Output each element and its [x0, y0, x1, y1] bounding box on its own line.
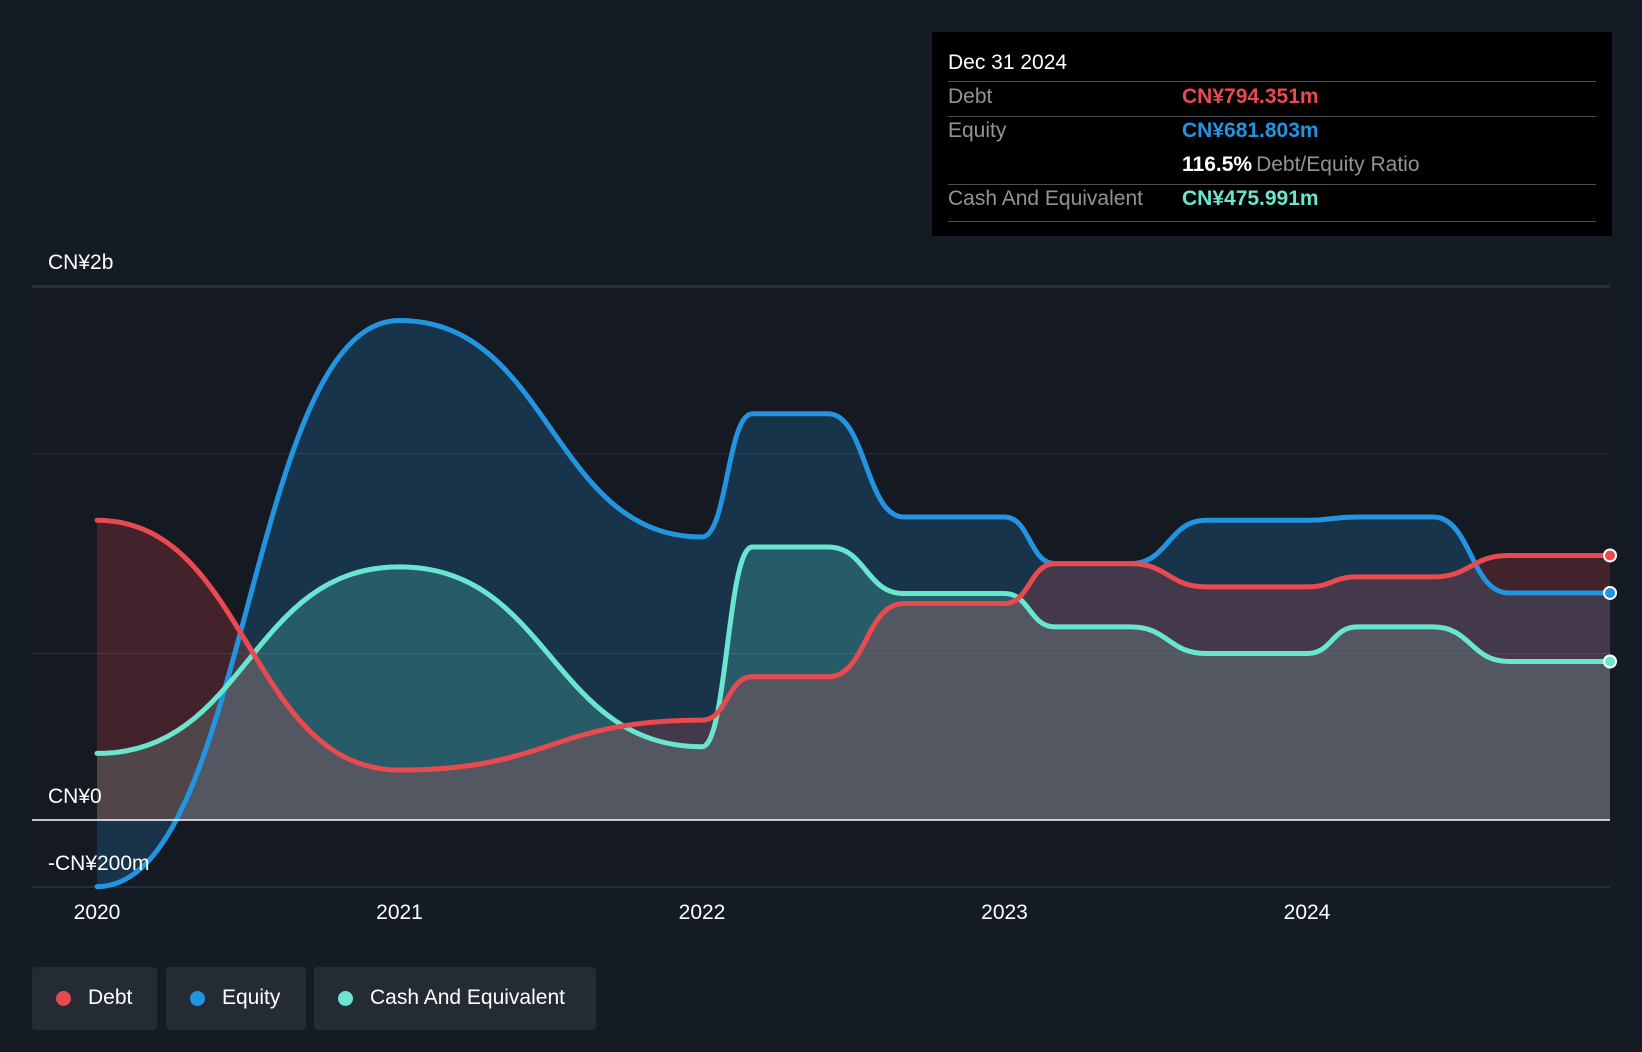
debt-area: [97, 520, 1610, 820]
axis-ticks: CN¥2b CN¥0 -CN¥200m 2020 2021 2022 2023 2024: [48, 251, 1331, 924]
y-tick-label: -CN¥200m: [48, 852, 150, 875]
legend-cash-label: Cash And Equivalent: [370, 986, 565, 1009]
tooltip-equity-label: Equity: [948, 119, 1007, 142]
debt-dot-icon: [56, 991, 71, 1006]
tooltip-divider: [948, 221, 1596, 222]
plot-background: [32, 285, 1610, 888]
tooltip-debt-value: CN¥794.351m: [1182, 85, 1319, 108]
tooltip-debt-label: Debt: [948, 85, 993, 108]
x-tick-label: 2023: [981, 901, 1028, 924]
tooltip-divider: [948, 116, 1596, 117]
tooltip-equity-value: CN¥681.803m: [1182, 119, 1319, 142]
equity-end-point: [1603, 585, 1617, 600]
tooltip-cash-value: CN¥475.991m: [1182, 187, 1319, 210]
equity-dot-icon: [190, 991, 205, 1006]
legend-item-debt[interactable]: Debt: [32, 967, 157, 1030]
data-tooltip: Dec 31 2024 Debt CN¥794.351m Equity CN¥6…: [932, 32, 1612, 236]
grid-lines: [32, 285, 1610, 888]
y-tick-label: CN¥2b: [48, 251, 113, 274]
y-tick-label: CN¥0: [48, 785, 102, 808]
legend-debt-label: Debt: [88, 986, 133, 1009]
x-tick-label: 2021: [376, 901, 423, 924]
tooltip-cash-label: Cash And Equivalent: [948, 187, 1143, 210]
tooltip-date: Dec 31 2024: [948, 51, 1068, 74]
tooltip-ratio-label: Debt/Equity Ratio: [1256, 153, 1420, 176]
tooltip-divider: [948, 81, 1596, 82]
cash-dot-icon: [338, 991, 353, 1006]
x-tick-label: 2024: [1284, 901, 1331, 924]
cash-and-equivalent-area: [97, 546, 1610, 820]
series-areas: [97, 320, 1610, 887]
series-lines: [32, 318, 1613, 890]
equity-area: [97, 320, 1610, 887]
tooltip-ratio: 116.5% Debt/Equity Ratio: [1182, 153, 1420, 177]
equity-line: [94, 318, 1613, 890]
tooltip-divider: [948, 184, 1596, 185]
legend-equity-label: Equity: [222, 986, 281, 1009]
debt-line: [94, 517, 1613, 773]
cash-and-equivalent-end-point: [1603, 654, 1617, 669]
x-tick-label: 2022: [679, 901, 726, 924]
cash-and-equivalent-line: [94, 544, 1613, 756]
legend-item-cash[interactable]: Cash And Equivalent: [314, 967, 596, 1030]
debt-end-point: [1603, 548, 1617, 563]
legend-item-equity[interactable]: Equity: [166, 967, 306, 1030]
tooltip-ratio-value: 116.5%: [1182, 153, 1253, 176]
x-tick-label: 2020: [74, 901, 121, 924]
end-markers: [1603, 548, 1617, 669]
